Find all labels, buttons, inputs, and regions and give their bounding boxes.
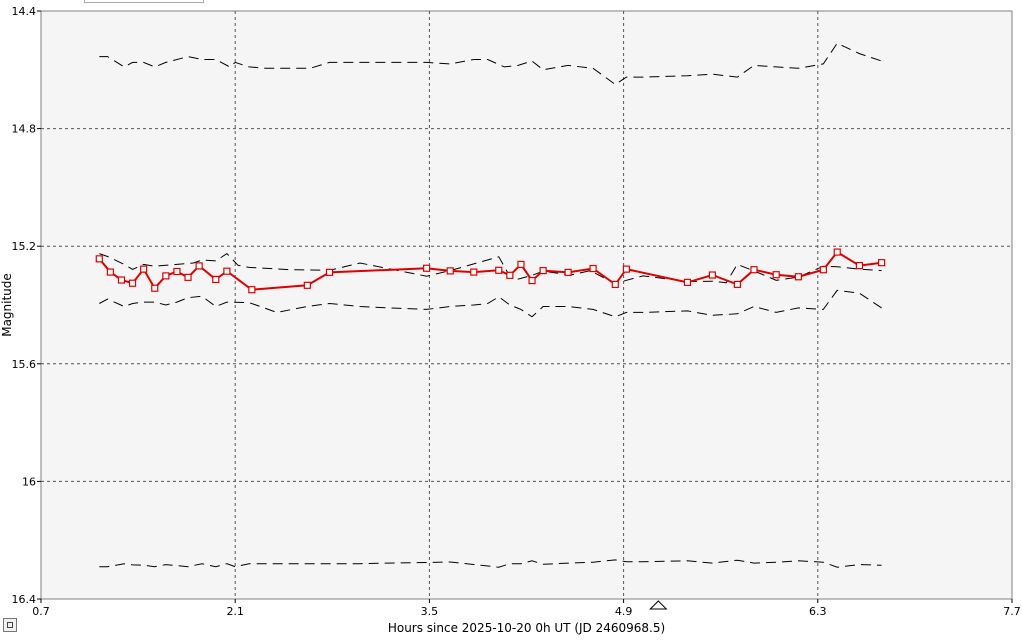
comparison-star-line-3 (99, 289, 882, 318)
x-tick-label: 6.3 (809, 605, 827, 618)
target-point (506, 271, 514, 279)
target-point (151, 284, 159, 292)
target-point (162, 272, 170, 280)
target-point (495, 266, 503, 274)
target-point (683, 278, 692, 286)
target-point (589, 264, 597, 273)
x-tick-label: 7.7 (1003, 605, 1021, 618)
x-tick-label: 0.7 (32, 605, 50, 618)
target-point (470, 268, 478, 276)
time-marker-triangle[interactable] (649, 600, 668, 610)
target-point (117, 276, 126, 284)
target-point (173, 267, 181, 276)
target-point (855, 262, 864, 270)
y-tick-label: 15.2 (12, 240, 37, 253)
target-point (446, 267, 454, 275)
toolbar-field[interactable] (84, 0, 204, 3)
x-tick-label: 3.5 (421, 605, 439, 618)
x-axis-title: Hours since 2025-10-20 0h UT (JD 2460968… (388, 621, 665, 635)
x-axis-ticks: 0.7 2.1 3.5 4.9 6.3 7.7 (32, 599, 1021, 618)
target-point (95, 255, 103, 263)
target-point (325, 268, 334, 276)
plot-area (40, 10, 1013, 600)
x-tick-label: 4.9 (615, 605, 633, 618)
y-tick-label: 16 (22, 475, 36, 488)
target-point (794, 273, 802, 281)
target-point (195, 262, 203, 270)
target-point (878, 259, 886, 267)
y-axis-title: Magnitude (0, 273, 14, 337)
target-point (128, 279, 137, 287)
x-tick-label: 2.1 (226, 605, 244, 618)
target-point (184, 273, 192, 281)
target-point (708, 271, 716, 279)
target-point (622, 265, 630, 273)
grid-lines (41, 11, 1012, 599)
target-point (223, 267, 231, 275)
target-point (539, 267, 547, 275)
target-point (772, 271, 780, 279)
y-axis-ticks: 14.4 14.8 15.2 15.6 16 16.4 (12, 5, 41, 606)
target-point (106, 268, 114, 276)
target-star-series (95, 248, 886, 294)
target-point (423, 264, 431, 272)
target-point (733, 280, 741, 289)
toolbar-strip (0, 0, 240, 4)
target-point (212, 275, 220, 284)
zoom-reset-button[interactable] (3, 618, 17, 632)
target-point (303, 281, 311, 289)
target-point (140, 265, 148, 273)
target-point (750, 266, 758, 274)
target-point (564, 268, 572, 276)
target-point (611, 280, 619, 289)
y-tick-label: 14.8 (12, 123, 37, 136)
comparison-star-line-1 (99, 42, 882, 86)
target-point (248, 286, 256, 294)
target-point (517, 260, 525, 269)
target-point (819, 266, 827, 274)
y-tick-label: 15.6 (12, 358, 37, 371)
target-point (833, 248, 841, 256)
y-tick-label: 16.4 (12, 593, 37, 606)
target-point (528, 276, 536, 285)
y-tick-label: 14.4 (12, 5, 37, 18)
comparison-star-line-4 (99, 559, 882, 568)
